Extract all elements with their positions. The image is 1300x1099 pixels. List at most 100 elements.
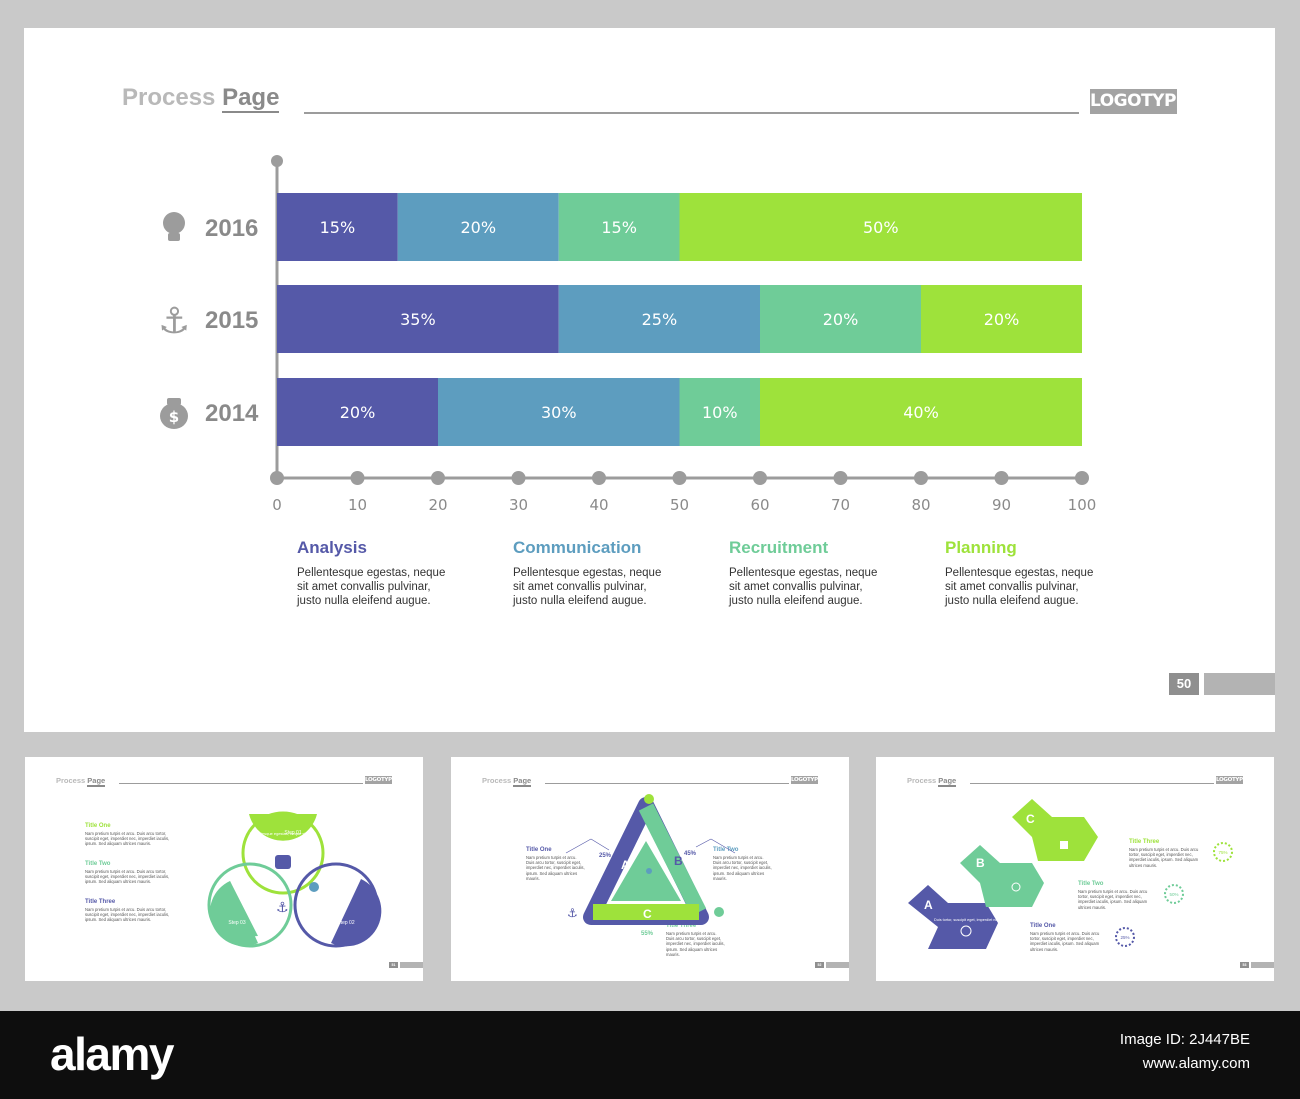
thumbnail-venn-slide[interactable]: Process Page LOGOTYPE Title One Nam pret…: [25, 757, 423, 981]
x-tick-dot: [672, 471, 687, 485]
bar-data-label: 10%: [702, 403, 738, 422]
lightbulb-icon: [309, 882, 319, 892]
x-tick-dot: [431, 471, 445, 485]
dollar-sign-icon: $: [169, 408, 179, 426]
legend-planning-title: Planning: [945, 538, 1017, 557]
watermark-info: Image ID: 2J447BE www.alamy.com: [1120, 1028, 1250, 1076]
step-letter: A: [924, 898, 933, 912]
thumb-title-part2: Page: [87, 776, 106, 787]
coins-icon: [275, 855, 291, 869]
thumb-page-number-bar: [400, 962, 423, 968]
progress-ring-25: [1115, 927, 1135, 947]
x-tick-label: 70: [831, 496, 850, 514]
page-number: 50: [1169, 673, 1199, 695]
legend-planning-desc: Pellentesque egestas, neque sit amet con…: [945, 567, 1094, 607]
legend-communication-title: Communication: [513, 538, 642, 557]
x-tick-dot: [1075, 471, 1089, 485]
progress-label: 50%: [1169, 892, 1178, 897]
venn-circle-left: [207, 862, 293, 948]
slide-title-part1: Process: [122, 84, 223, 111]
thumb-item: Title Two Nam pretium turpis et arcu. Du…: [85, 861, 177, 885]
watermark-site: www.alamy.com: [1142, 1055, 1250, 1072]
step-desc: Duis tortor, suscipit eget, imperdiet ne…: [934, 918, 1018, 922]
thumb-header-divider: [119, 783, 363, 784]
legend-analysis-desc: Pellentesque egestas, neque sit amet con…: [297, 567, 446, 607]
legend-communication: Communication Pellentesque egestas, nequ…: [513, 538, 713, 608]
venn-segment-left-fill: [209, 881, 258, 947]
category-label: 2014: [205, 400, 259, 427]
anchor-icon: ⚓: [567, 906, 578, 920]
bar-segment-2014-recruitment: [679, 378, 760, 446]
thumb-item-desc: Nam pretium turpis et arcu. Duis arcu to…: [85, 831, 170, 847]
bar-data-label: 20%: [823, 310, 859, 329]
step-letter: C: [1026, 812, 1035, 826]
thumb-title-part1: Process: [56, 776, 88, 785]
main-slide: Process Page LOGOTYPE 15% 20% 15% 50% 2016 35…: [24, 28, 1275, 732]
x-tick-dot: [914, 471, 928, 485]
step-shape-c: [1012, 799, 1098, 861]
thumb-item-desc: Nam pretium turpis et arcu. Duis arcu to…: [85, 907, 170, 923]
thumb-item-title: Title One: [526, 847, 552, 853]
bar-segment-2016-recruitment: [558, 193, 680, 261]
page-number-bar: [1204, 673, 1275, 695]
triangle-diagram: A B C 25% 45% 55% ⚓: [565, 794, 736, 937]
legend-analysis: Analysis Pellentesque egestas, neque sit…: [297, 538, 497, 608]
thumb-page-number-bar: [826, 962, 849, 968]
x-tick-label: 80: [911, 496, 930, 514]
triangle-percent: 55%: [641, 931, 654, 937]
thumb-item-desc: Nam pretium turpis et arcu. Duis arcu to…: [1129, 847, 1199, 868]
step-shape-b: [960, 845, 1044, 907]
triangle-letter: A: [621, 858, 630, 872]
thumb-item-desc: Nam pretium turpis et arcu. Duis arcu to…: [1030, 931, 1100, 952]
triangle-percent: 45%: [684, 851, 697, 857]
thumb-item-desc: Nam pretium turpis et arcu. Duis arcu to…: [85, 869, 170, 885]
thumb-item-title: Title Two: [85, 861, 111, 867]
thumb-page-number-bar: [1251, 962, 1274, 968]
x-tick-dot: [833, 471, 848, 485]
category-label: 2015: [205, 307, 258, 334]
x-tick-dot: [994, 471, 1009, 485]
bar-data-label: 30%: [541, 403, 577, 422]
triangle-letter: C: [643, 907, 652, 921]
thumb-logotype-badge: LOGOTYPE: [365, 776, 392, 784]
bar-data-label: 25%: [642, 310, 678, 329]
x-tick-label: 0: [272, 496, 282, 514]
x-tick-label: 10: [348, 496, 367, 514]
triangle-percent: 25%: [599, 853, 612, 859]
legend-recruitment-desc: Pellentesque egestas, neque sit amet con…: [729, 567, 878, 607]
thumb-item: Title Two Nam pretium turpis et arcu. Du…: [713, 847, 773, 881]
money-bag-icon: [714, 907, 724, 917]
lightbulb-icon: [163, 212, 185, 234]
step-letter: B: [976, 856, 985, 870]
thumb-page-number: 52: [815, 962, 824, 968]
progress-ring-75: [1213, 842, 1233, 862]
bar-segment-2014-planning: [760, 378, 1082, 446]
anchor-icon: ⚓: [276, 900, 289, 916]
logotype-badge: LOGOTYPE: [1090, 89, 1177, 114]
thumb-logotype-badge: LOGOTYPE: [791, 776, 818, 784]
legend-planning: Planning Pellentesque egestas, neque sit…: [945, 538, 1145, 608]
thumb-header-divider: [545, 783, 789, 784]
thumb-item-desc: Nam pretium turpis et arcu. Duis arcu to…: [1078, 889, 1148, 910]
thumb-item-title: Title One: [1030, 923, 1056, 929]
x-tick-dot: [350, 471, 365, 485]
bar-segment-2014-communication: [438, 378, 680, 446]
thumbnail-steps-slide[interactable]: Process Page LOGOTYPE Title Three Nam pr…: [876, 757, 1274, 981]
thumb-item-title: Title Three: [666, 923, 697, 929]
thumb-title: Process Page: [482, 776, 532, 787]
x-tick-label: 50: [670, 496, 689, 514]
venn-circle-top: [241, 811, 325, 895]
steps-diagram: A B C Duis tortor, suscipit eget, imperd…: [908, 799, 1233, 949]
thumb-page-number: 53: [1240, 962, 1249, 968]
x-tick-label: 20: [428, 496, 447, 514]
legend-analysis-title: Analysis: [297, 538, 367, 557]
y-axis-top-dot: [271, 155, 283, 167]
thumb-item-desc: Nam pretium turpis et arcu. Duis arcu to…: [526, 855, 585, 881]
thumb-item-title: Title Three: [85, 899, 116, 905]
thumbnail-triangle-slide[interactable]: Process Page LOGOTYPE Title One Nam pret…: [451, 757, 849, 981]
venn-segment-right: [331, 879, 382, 947]
stacked-bar-chart: 15% 20% 15% 50% 2016 35% 25% 20% 20% 2015 20% 30% 10…: [158, 155, 1096, 514]
thumb-item: Title One Nam pretium turpis et arcu. Du…: [85, 823, 177, 847]
bar-data-label: 20%: [984, 310, 1020, 329]
money-bag-icon: [160, 403, 188, 429]
